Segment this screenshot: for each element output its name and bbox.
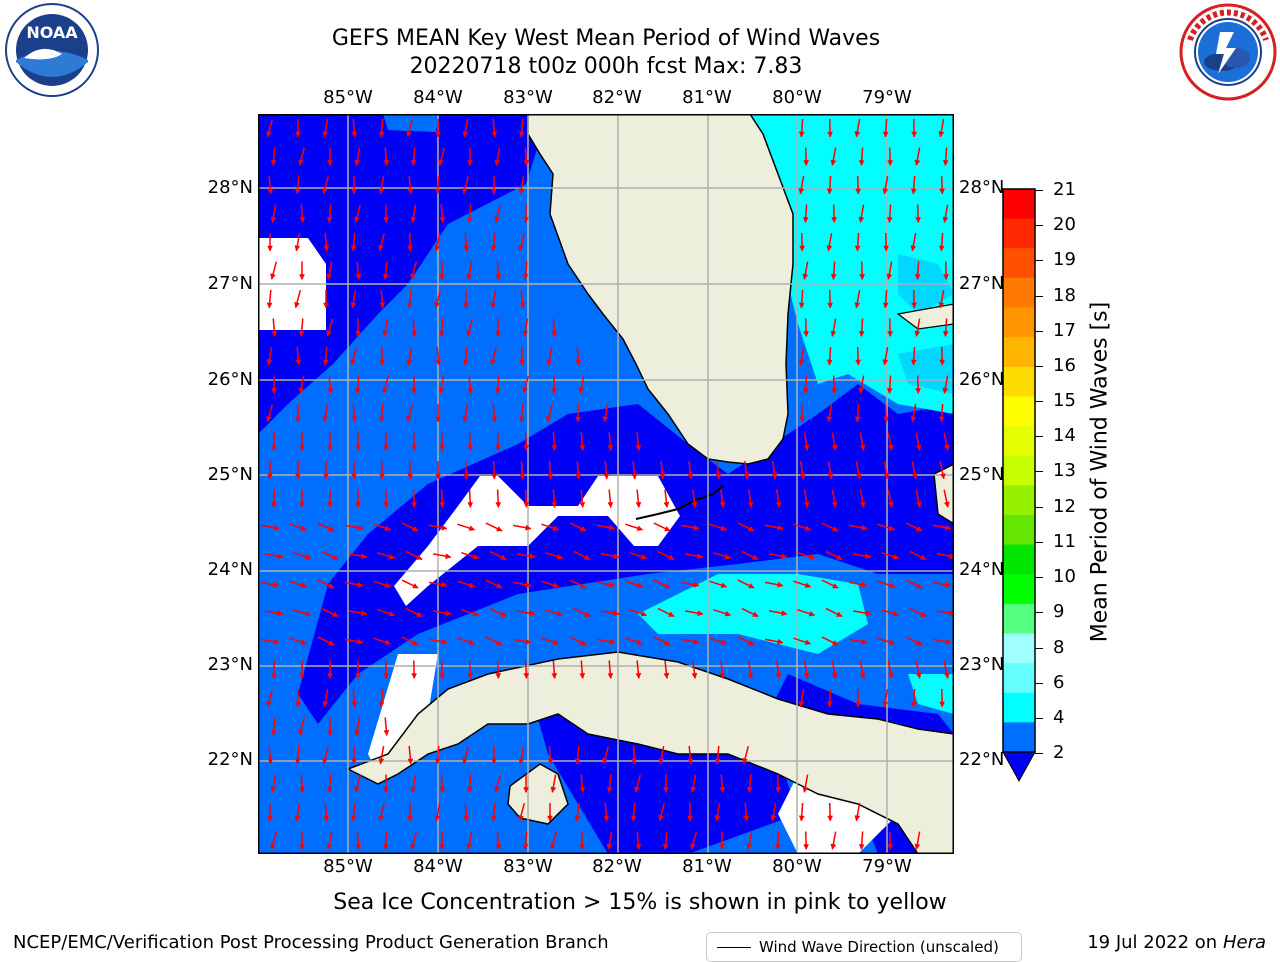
- lat-tick-right: 26°N: [959, 370, 1004, 390]
- lon-tick-top: 81°W: [682, 88, 732, 108]
- colorbar-cell: [1003, 189, 1035, 219]
- colorbar-tick-mark: [1035, 718, 1043, 719]
- colorbar-tick-label: 14: [1053, 425, 1076, 446]
- lon-tick-top: 82°W: [592, 88, 642, 108]
- lat-tick-right: 23°N: [959, 655, 1004, 675]
- colorbar-tick-label: 4: [1053, 707, 1064, 728]
- lat-tick-left: 24°N: [208, 560, 253, 580]
- lon-tick-bottom: 84°W: [413, 857, 463, 877]
- colorbar-tick-mark: [1035, 366, 1043, 367]
- colorbar-cell: [1003, 456, 1035, 486]
- lon-tick-top: 84°W: [413, 88, 463, 108]
- colorbar-tick-label: 21: [1053, 179, 1076, 200]
- colorbar-cell: [1003, 604, 1035, 634]
- colorbar-cell: [1003, 426, 1035, 456]
- colorbar-tick-mark: [1035, 190, 1043, 191]
- colorbar-tick-label: 2: [1053, 742, 1064, 763]
- noaa-logo-text: NOAA: [26, 23, 78, 42]
- colorbar-tick-mark: [1035, 577, 1043, 578]
- lon-tick-bottom: 82°W: [592, 857, 642, 877]
- lon-tick-top: 83°W: [503, 88, 553, 108]
- colorbar-tick-label: 8: [1053, 637, 1064, 658]
- lat-tick-left: 27°N: [208, 274, 253, 294]
- colorbar-tick-mark: [1035, 507, 1043, 508]
- lon-tick-top: 85°W: [323, 88, 373, 108]
- colorbar-tick-label: 19: [1053, 249, 1076, 270]
- lon-tick-bottom: 83°W: [503, 857, 553, 877]
- lat-tick-right: 27°N: [959, 274, 1004, 294]
- lat-tick-left: 22°N: [208, 750, 253, 770]
- map-legend: Wind Wave Direction (unscaled): [706, 932, 1022, 962]
- lat-tick-right: 28°N: [959, 178, 1004, 198]
- colorbar-tick-label: 16: [1053, 355, 1076, 376]
- colorbar-cell: [1003, 693, 1035, 723]
- lat-tick-left: 28°N: [208, 178, 253, 198]
- colorbar-tick-mark: [1035, 648, 1043, 649]
- colorbar-tick-mark: [1035, 471, 1043, 472]
- colorbar-cell: [1003, 722, 1035, 752]
- legend-label: Wind Wave Direction (unscaled): [759, 938, 999, 956]
- colorbar-tick-mark: [1035, 612, 1043, 613]
- colorbar-tick-label: 13: [1053, 460, 1076, 481]
- wave-period-map: Wind Wave Direction (unscaled): [258, 114, 954, 854]
- colorbar-cell: [1003, 574, 1035, 604]
- colorbar-cell: [1003, 337, 1035, 367]
- colorbar-tick-mark: [1035, 542, 1043, 543]
- colorbar-cell: [1003, 545, 1035, 575]
- colorbar-cell: [1003, 633, 1035, 663]
- colorbar-tick-mark: [1035, 331, 1043, 332]
- footer-date: 19 Jul 2022 on: [1087, 932, 1223, 953]
- colorbar-tick-label: 15: [1053, 390, 1076, 411]
- colorbar-tick-mark: [1035, 436, 1043, 437]
- colorbar-tick-label: 6: [1053, 672, 1064, 693]
- footer-left: NCEP/EMC/Verification Post Processing Pr…: [13, 932, 609, 953]
- footer-host: Hera: [1223, 932, 1266, 953]
- lat-tick-right: 24°N: [959, 560, 1004, 580]
- lon-tick-bottom: 85°W: [323, 857, 373, 877]
- map-subtitle: 20220718 t00z 000h fcst Max: 7.83: [0, 54, 1212, 80]
- colorbar-tick-mark: [1035, 401, 1043, 402]
- lon-tick-top: 80°W: [772, 88, 822, 108]
- lon-tick-bottom: 80°W: [772, 857, 822, 877]
- footer-right: 19 Jul 2022 on Hera: [1087, 932, 1266, 953]
- colorbar-cell: [1003, 278, 1035, 308]
- map-canvas: [258, 114, 954, 854]
- colorbar-tick-mark: [1035, 260, 1043, 261]
- colorbar-tick-mark: [1035, 225, 1043, 226]
- map-title: GEFS MEAN Key West Mean Period of Wind W…: [0, 26, 1212, 52]
- colorbar-tick-label: 18: [1053, 285, 1076, 306]
- lat-tick-right: 25°N: [959, 465, 1004, 485]
- colorbar-tick-label: 11: [1053, 531, 1076, 552]
- nws-logo-icon: [1178, 2, 1278, 102]
- colorbar-cell: [1003, 515, 1035, 545]
- colorbar-extend-low: [1003, 752, 1035, 781]
- colorbar: [1002, 188, 1042, 783]
- colorbar-tick-mark: [1035, 683, 1043, 684]
- sea-ice-note: Sea Ice Concentration > 15% is shown in …: [0, 890, 1280, 915]
- colorbar-cell: [1003, 219, 1035, 249]
- colorbar-cell: [1003, 248, 1035, 278]
- colorbar-tick-label: 17: [1053, 320, 1076, 341]
- colorbar-tick-label: 9: [1053, 601, 1064, 622]
- colorbar-cell: [1003, 367, 1035, 397]
- colorbar-cell: [1003, 663, 1035, 693]
- lat-tick-left: 26°N: [208, 370, 253, 390]
- colorbar-label: Mean Period of Wind Waves [s]: [1088, 302, 1113, 642]
- colorbar-tick-label: 12: [1053, 496, 1076, 517]
- noaa-logo-icon: NOAA: [2, 2, 102, 102]
- legend-line: [717, 947, 751, 948]
- lat-tick-right: 22°N: [959, 750, 1004, 770]
- lon-tick-top: 79°W: [862, 88, 912, 108]
- colorbar-tick-mark: [1035, 296, 1043, 297]
- colorbar-cell: [1003, 396, 1035, 426]
- lat-tick-left: 23°N: [208, 655, 253, 675]
- colorbar-tick-label: 20: [1053, 214, 1076, 235]
- lon-tick-bottom: 81°W: [682, 857, 732, 877]
- colorbar-tick-label: 10: [1053, 566, 1076, 587]
- lon-tick-bottom: 79°W: [862, 857, 912, 877]
- colorbar-cell: [1003, 308, 1035, 338]
- lat-tick-left: 25°N: [208, 465, 253, 485]
- colorbar-tick-mark: [1035, 753, 1043, 754]
- colorbar-cell: [1003, 485, 1035, 515]
